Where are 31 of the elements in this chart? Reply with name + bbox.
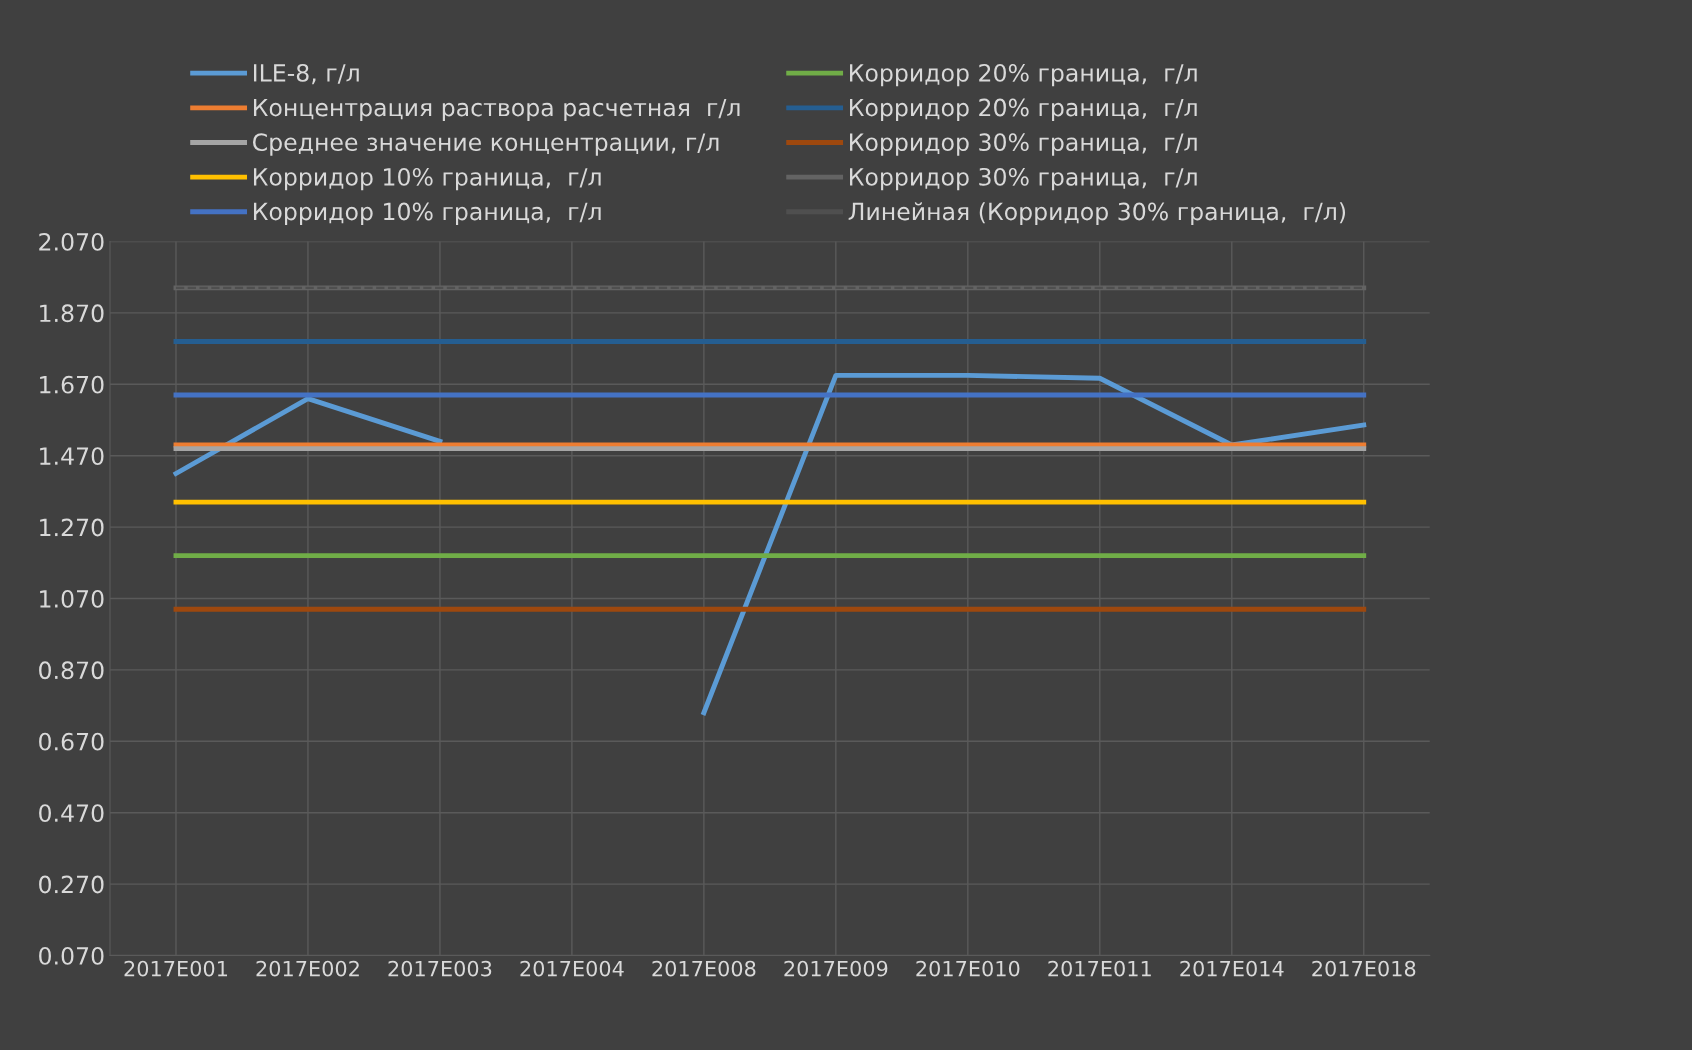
- y-tick-label: 0.270: [39, 875, 104, 894]
- legend-label: Корридор 30% граница, г/л: [850, 133, 1197, 156]
- legend-label: Линейная (Корридор 30% граница, г/л): [848, 202, 1346, 225]
- legend-label: Корридор 30% граница, г/л: [850, 167, 1197, 191]
- x-tick-label: 2017E009: [784, 960, 888, 977]
- x-tick-label: 2017E003: [388, 960, 492, 977]
- legend-label: Корридор 20% граница, г/л: [850, 98, 1197, 121]
- y-tick-label: 1.270: [40, 518, 104, 537]
- y-tick-label: 0.470: [39, 804, 104, 823]
- y-tick-label: 1.070: [40, 589, 104, 608]
- legend-label: Концентрация раствора расчетная г/л: [253, 98, 740, 121]
- x-tick-label: 2017E002: [256, 960, 359, 977]
- x-tick-label: 2017E018: [1312, 960, 1416, 977]
- legend-label: ILE-8, г/л: [253, 63, 359, 85]
- legend-label: Корридор 10% граница, г/л: [253, 202, 601, 225]
- x-tick-label: 2017E008: [652, 960, 756, 977]
- y-tick-label: 0.670: [39, 732, 104, 751]
- legend-label: Среднее значение концентрации, г/л: [253, 133, 719, 156]
- x-tick-label: 2017E001: [124, 960, 228, 977]
- y-tick-label: 0.870: [39, 661, 104, 680]
- x-tick-label: 2017E004: [520, 960, 624, 977]
- legend-label: Корридор 20% граница, г/л: [850, 63, 1197, 87]
- y-tick-label: 0.070: [39, 946, 104, 965]
- x-tick-label: 2017E011: [1048, 960, 1151, 977]
- y-tick-label: 1.470: [40, 447, 104, 466]
- y-tick-label: 2.070: [39, 232, 104, 251]
- x-tick-label: 2017E014: [1180, 960, 1284, 977]
- y-tick-label: 1.870: [40, 304, 104, 323]
- y-tick-label: 1.670: [40, 375, 104, 394]
- x-tick-label: 2017E010: [916, 960, 1020, 977]
- legend-label: Корридор 10% граница, г/л: [253, 167, 601, 191]
